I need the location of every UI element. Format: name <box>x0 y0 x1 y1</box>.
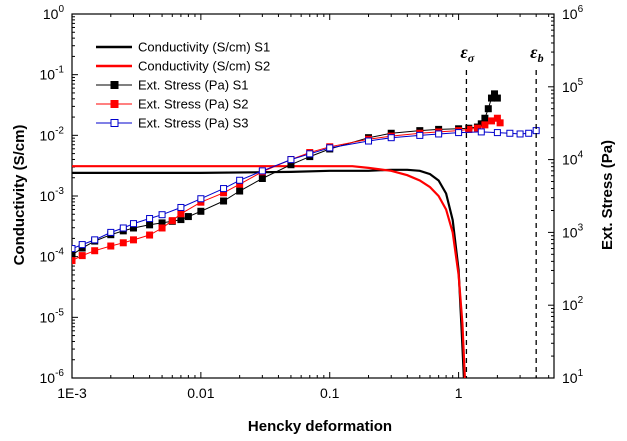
data-point-ext-stress-pa-s3 <box>477 128 485 136</box>
series-clip-group <box>72 90 540 378</box>
data-point-ext-stress-pa-s2 <box>168 217 176 225</box>
data-point-ext-stress-pa-s2 <box>107 242 115 250</box>
data-point-ext-stress-pa-s3 <box>158 211 166 219</box>
data-point-ext-stress-pa-s3 <box>197 195 205 203</box>
y-right-tick-label: 104 <box>562 150 584 168</box>
data-point-ext-stress-pa-s1 <box>72 251 76 259</box>
y-right-tick-label: 103 <box>562 222 584 240</box>
data-point-ext-stress-pa-s2 <box>158 224 166 232</box>
y-left-tick-label: 100 <box>43 4 65 22</box>
data-point-ext-stress-pa-s1 <box>481 114 489 122</box>
legend: Conductivity (S/cm) S1 Conductivity (S/cm… <box>96 40 270 131</box>
y-right-axis-title: Ext. Stress (Pa) <box>599 140 616 250</box>
data-point-ext-stress-pa-s1 <box>197 207 205 215</box>
data-point-ext-stress-pa-s2 <box>129 236 137 244</box>
annotations: εσ εb <box>460 42 544 378</box>
data-point-ext-stress-pa-s3 <box>119 224 127 232</box>
data-point-ext-stress-pa-s3 <box>455 129 463 137</box>
data-point-ext-stress-pa-s2 <box>177 210 185 218</box>
data-point-ext-stress-pa-s3 <box>525 129 533 137</box>
data-point-ext-stress-pa-s1 <box>258 175 266 183</box>
data-point-ext-stress-pa-s3 <box>220 185 228 193</box>
data-point-ext-stress-pa-s3 <box>78 241 86 249</box>
data-point-ext-stress-pa-s3 <box>506 129 514 137</box>
data-point-ext-stress-pa-s1 <box>146 221 154 229</box>
y-right-tick-label: 102 <box>562 295 584 313</box>
data-point-ext-stress-pa-s2 <box>496 119 504 127</box>
annotation-label: εσ <box>460 42 474 65</box>
data-point-ext-stress-pa-s3 <box>516 130 524 138</box>
data-point-ext-stress-pa-s3 <box>306 150 314 158</box>
y-right-tick-label: 106 <box>562 4 584 22</box>
y-left-tick-label: 10-5 <box>40 307 65 325</box>
tick-labels: 1E-3 0.01 0.1 1 10-6 10-5 10-4 10-3 10-2 10-1 100 1… <box>40 4 584 401</box>
annotation-label: εb <box>530 42 543 65</box>
x-axis-title: Hencky deformation <box>248 418 392 435</box>
legend-label: Ext. Stress (Pa) S2 <box>138 97 249 112</box>
data-point-ext-stress-pa-s3 <box>107 228 115 236</box>
x-tick-label: 1 <box>455 385 463 401</box>
legend-marker-ext-stress-pa-s3 <box>110 119 119 127</box>
data-point-ext-stress-pa-s2 <box>78 252 86 260</box>
data-point-ext-stress-pa-s2 <box>487 117 495 125</box>
x-tick-label: 1E-3 <box>57 385 87 401</box>
data-point-ext-stress-pa-s2 <box>119 239 127 247</box>
data-point-ext-stress-pa-s2 <box>481 121 489 129</box>
legend-label: Conductivity (S/cm) S2 <box>138 59 270 74</box>
data-point-ext-stress-pa-s3 <box>493 129 501 137</box>
legend-label: Conductivity (S/cm) S1 <box>138 40 270 55</box>
data-point-ext-stress-pa-s2 <box>72 257 76 265</box>
y-right-tick-label: 101 <box>562 368 584 386</box>
data-point-ext-stress-pa-s3 <box>236 176 244 184</box>
data-point-ext-stress-pa-s1 <box>177 216 185 224</box>
data-point-ext-stress-pa-s1 <box>220 197 228 205</box>
data-point-ext-stress-pa-s3 <box>387 134 395 142</box>
data-point-ext-stress-pa-s3 <box>91 236 99 244</box>
data-point-ext-stress-pa-s1 <box>236 187 244 195</box>
legend-label: Ext. Stress (Pa) S3 <box>138 116 249 131</box>
y-left-axis-title: Conductivity (S/cm) <box>11 125 28 266</box>
y-left-tick-label: 10-6 <box>40 368 65 386</box>
data-point-ext-stress-pa-s3 <box>287 156 295 164</box>
data-point-ext-stress-pa-s2 <box>473 124 481 132</box>
x-tick-label: 0.01 <box>187 385 214 401</box>
series-line-conductivity-s-cm-s2 <box>72 165 466 378</box>
axes <box>71 13 554 379</box>
data-point-ext-stress-pa-s3 <box>435 130 443 138</box>
data-point-ext-stress-pa-s3 <box>129 220 137 228</box>
y-left-tick-label: 10-4 <box>40 247 65 265</box>
y-left-tick-label: 10-1 <box>40 65 65 83</box>
data-point-ext-stress-pa-s3 <box>258 167 266 175</box>
series-layer <box>72 90 540 378</box>
data-point-ext-stress-pa-s2 <box>91 247 99 255</box>
data-point-ext-stress-pa-s3 <box>146 215 154 223</box>
y-left-tick-label: 10-2 <box>40 125 65 143</box>
legend-label: Ext. Stress (Pa) S1 <box>138 78 249 93</box>
legend-marker-ext-stress-pa-s1 <box>110 81 119 89</box>
legend-marker-ext-stress-pa-s2 <box>110 100 119 108</box>
data-point-ext-stress-pa-s1 <box>184 213 192 221</box>
y-left-tick-label: 10-3 <box>40 186 65 204</box>
series-line-conductivity-s-cm-s1 <box>72 168 465 378</box>
data-point-ext-stress-pa-s3 <box>416 131 424 139</box>
data-point-ext-stress-pa-s3 <box>365 137 373 145</box>
data-point-ext-stress-pa-s3 <box>72 245 76 253</box>
data-point-ext-stress-pa-s2 <box>146 231 154 239</box>
data-point-ext-stress-pa-s3 <box>326 144 334 152</box>
data-point-ext-stress-pa-s3 <box>177 203 185 211</box>
y-right-tick-label: 105 <box>562 77 584 95</box>
x-tick-label: 0.1 <box>320 385 340 401</box>
data-point-ext-stress-pa-s1 <box>493 94 501 102</box>
data-point-ext-stress-pa-s1 <box>484 105 492 113</box>
